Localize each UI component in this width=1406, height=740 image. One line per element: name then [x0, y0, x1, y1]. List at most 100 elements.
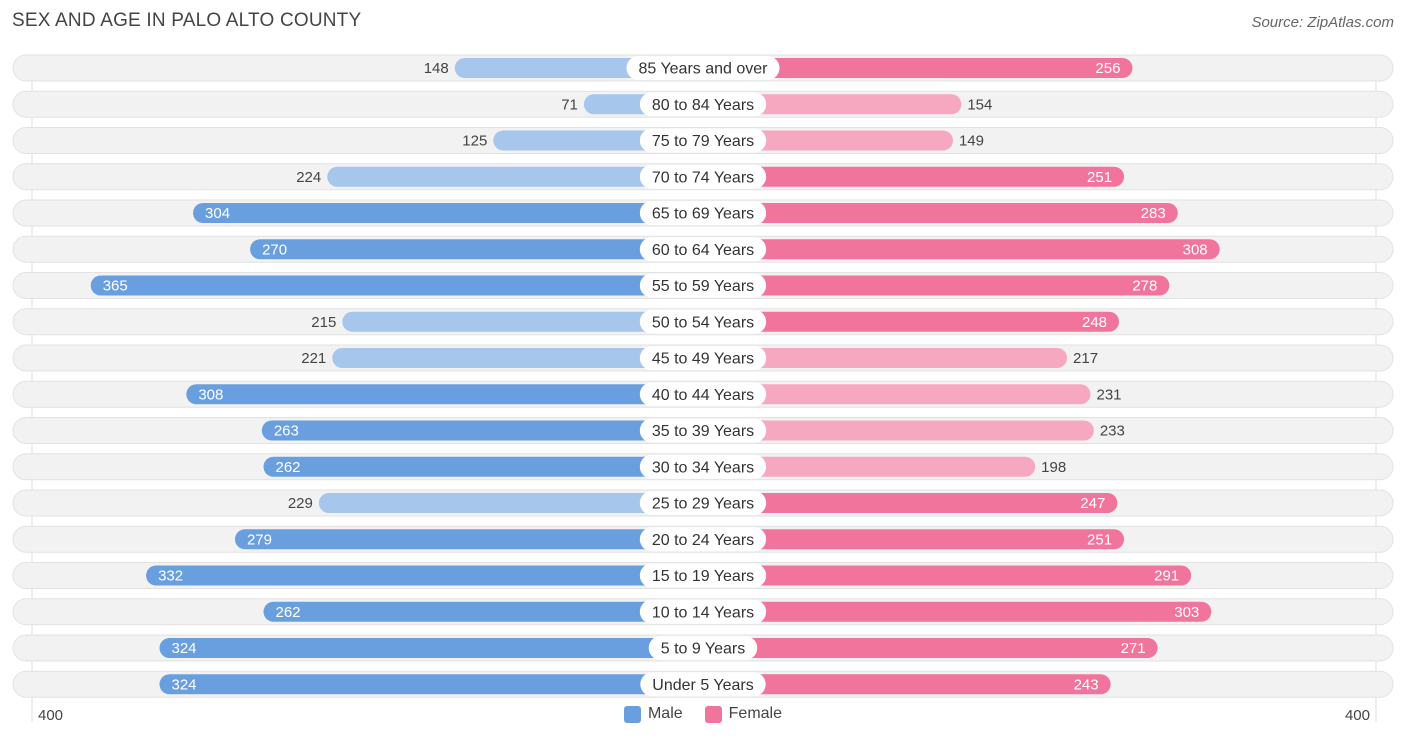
- category-pill: [639, 201, 767, 225]
- bar-male: [250, 239, 703, 260]
- bar-female: [703, 203, 1178, 223]
- bar-male: [263, 601, 703, 622]
- axis-left-label: 400: [38, 707, 64, 724]
- legend-item-female[interactable]: Female: [704, 705, 782, 723]
- legend: Male Female: [0, 705, 1406, 723]
- value-label-male: 324: [171, 676, 196, 693]
- category-label: Under 5 Years: [652, 677, 753, 694]
- value-label-male: 304: [205, 205, 230, 222]
- value-label-male: 229: [288, 495, 313, 512]
- value-label-male: 224: [296, 169, 321, 186]
- value-label-male: 71: [561, 96, 578, 113]
- category-label: 85 Years and over: [639, 61, 769, 78]
- bar-male: [159, 674, 704, 695]
- bar-female: [703, 130, 953, 151]
- source-credit: Source: ZipAtlas.com: [1251, 14, 1394, 31]
- page-title: SEX AND AGE IN PALO ALTO COUNTY: [12, 10, 362, 31]
- value-label-female: 248: [1082, 314, 1107, 331]
- value-label-female: 291: [1154, 568, 1179, 585]
- category-pill: [639, 237, 767, 262]
- bar-female: [703, 94, 962, 115]
- bar-male: [234, 529, 704, 550]
- value-label-female: 278: [1132, 278, 1157, 295]
- bar-female: [703, 58, 1133, 78]
- value-label-male: 263: [274, 423, 299, 440]
- bar-male: [327, 166, 703, 187]
- bar-male: [318, 493, 703, 513]
- value-label-female: 283: [1141, 205, 1166, 222]
- category-label: 55 to 59 Years: [652, 278, 754, 295]
- bar-male: [342, 311, 703, 332]
- value-label-male: 365: [103, 278, 128, 295]
- value-label-male: 279: [247, 531, 272, 548]
- legend-swatch-male: [623, 705, 641, 723]
- value-label-male: 262: [275, 459, 300, 476]
- value-label-male: 125: [462, 133, 487, 150]
- bar-female: [703, 601, 1212, 622]
- value-label-female: 231: [1097, 386, 1122, 403]
- bar-female: [703, 529, 1125, 550]
- bar-female: [703, 420, 1094, 441]
- category-label: 75 to 79 Years: [652, 133, 754, 150]
- value-label-female: 247: [1080, 495, 1105, 512]
- value-label-female: 271: [1121, 640, 1146, 657]
- bar-male: [90, 275, 703, 296]
- legend-item-male[interactable]: Male: [623, 705, 683, 723]
- bar-female: [703, 311, 1120, 332]
- category-pill: [648, 636, 758, 660]
- category-label: 65 to 69 Years: [652, 206, 754, 223]
- bar-male: [332, 348, 703, 368]
- bar-female: [703, 456, 1036, 477]
- value-label-female: 308: [1183, 241, 1208, 258]
- bar-female: [703, 166, 1125, 187]
- bar-female: [703, 638, 1158, 658]
- bar-male: [261, 420, 703, 441]
- bar-female: [703, 565, 1192, 586]
- category-label: 60 to 64 Years: [652, 242, 754, 259]
- category-pill: [639, 418, 767, 443]
- legend-swatch-female: [704, 705, 722, 723]
- category-pill: [639, 346, 767, 370]
- category-pill: [626, 56, 780, 80]
- axis-right-label: 400: [1344, 707, 1370, 724]
- value-label-female: 251: [1087, 531, 1112, 548]
- bar-male: [193, 203, 704, 223]
- value-label-male: 262: [275, 604, 300, 621]
- category-pill: [639, 164, 767, 189]
- category-label: 45 to 49 Years: [652, 351, 754, 368]
- category-label: 40 to 44 Years: [652, 387, 754, 404]
- value-label-female: 251: [1087, 169, 1112, 186]
- value-label-female: 217: [1073, 350, 1098, 367]
- bar-female: [703, 239, 1220, 260]
- category-pill: [639, 527, 767, 552]
- value-label-male: 324: [171, 640, 196, 657]
- category-label: 15 to 19 Years: [652, 568, 754, 585]
- category-pill: [639, 382, 767, 407]
- bar-female: [703, 384, 1091, 405]
- category-pill: [640, 672, 766, 697]
- category-pill: [639, 599, 767, 624]
- category-label: 25 to 29 Years: [652, 496, 754, 513]
- legend-label-male: Male: [647, 705, 683, 722]
- value-label-female: 303: [1174, 604, 1199, 621]
- category-pill: [639, 128, 767, 153]
- category-label: 30 to 34 Years: [652, 459, 754, 476]
- bar-female: [703, 674, 1111, 695]
- value-label-female: 256: [1095, 60, 1120, 77]
- value-label-female: 233: [1100, 423, 1125, 440]
- bar-female: [703, 348, 1068, 368]
- value-label-male: 221: [301, 350, 326, 367]
- category-pill: [639, 273, 767, 298]
- category-pill: [639, 92, 767, 117]
- value-label-female: 149: [959, 133, 984, 150]
- category-pill: [639, 309, 767, 334]
- bar-male: [146, 565, 703, 586]
- category-label: 5 to 9 Years: [661, 641, 746, 658]
- category-label: 70 to 74 Years: [652, 169, 754, 186]
- category-label: 10 to 14 Years: [652, 604, 754, 621]
- category-pill: [639, 454, 767, 479]
- category-pill: [639, 563, 767, 588]
- category-pill: [639, 491, 767, 515]
- bar-male: [263, 456, 703, 477]
